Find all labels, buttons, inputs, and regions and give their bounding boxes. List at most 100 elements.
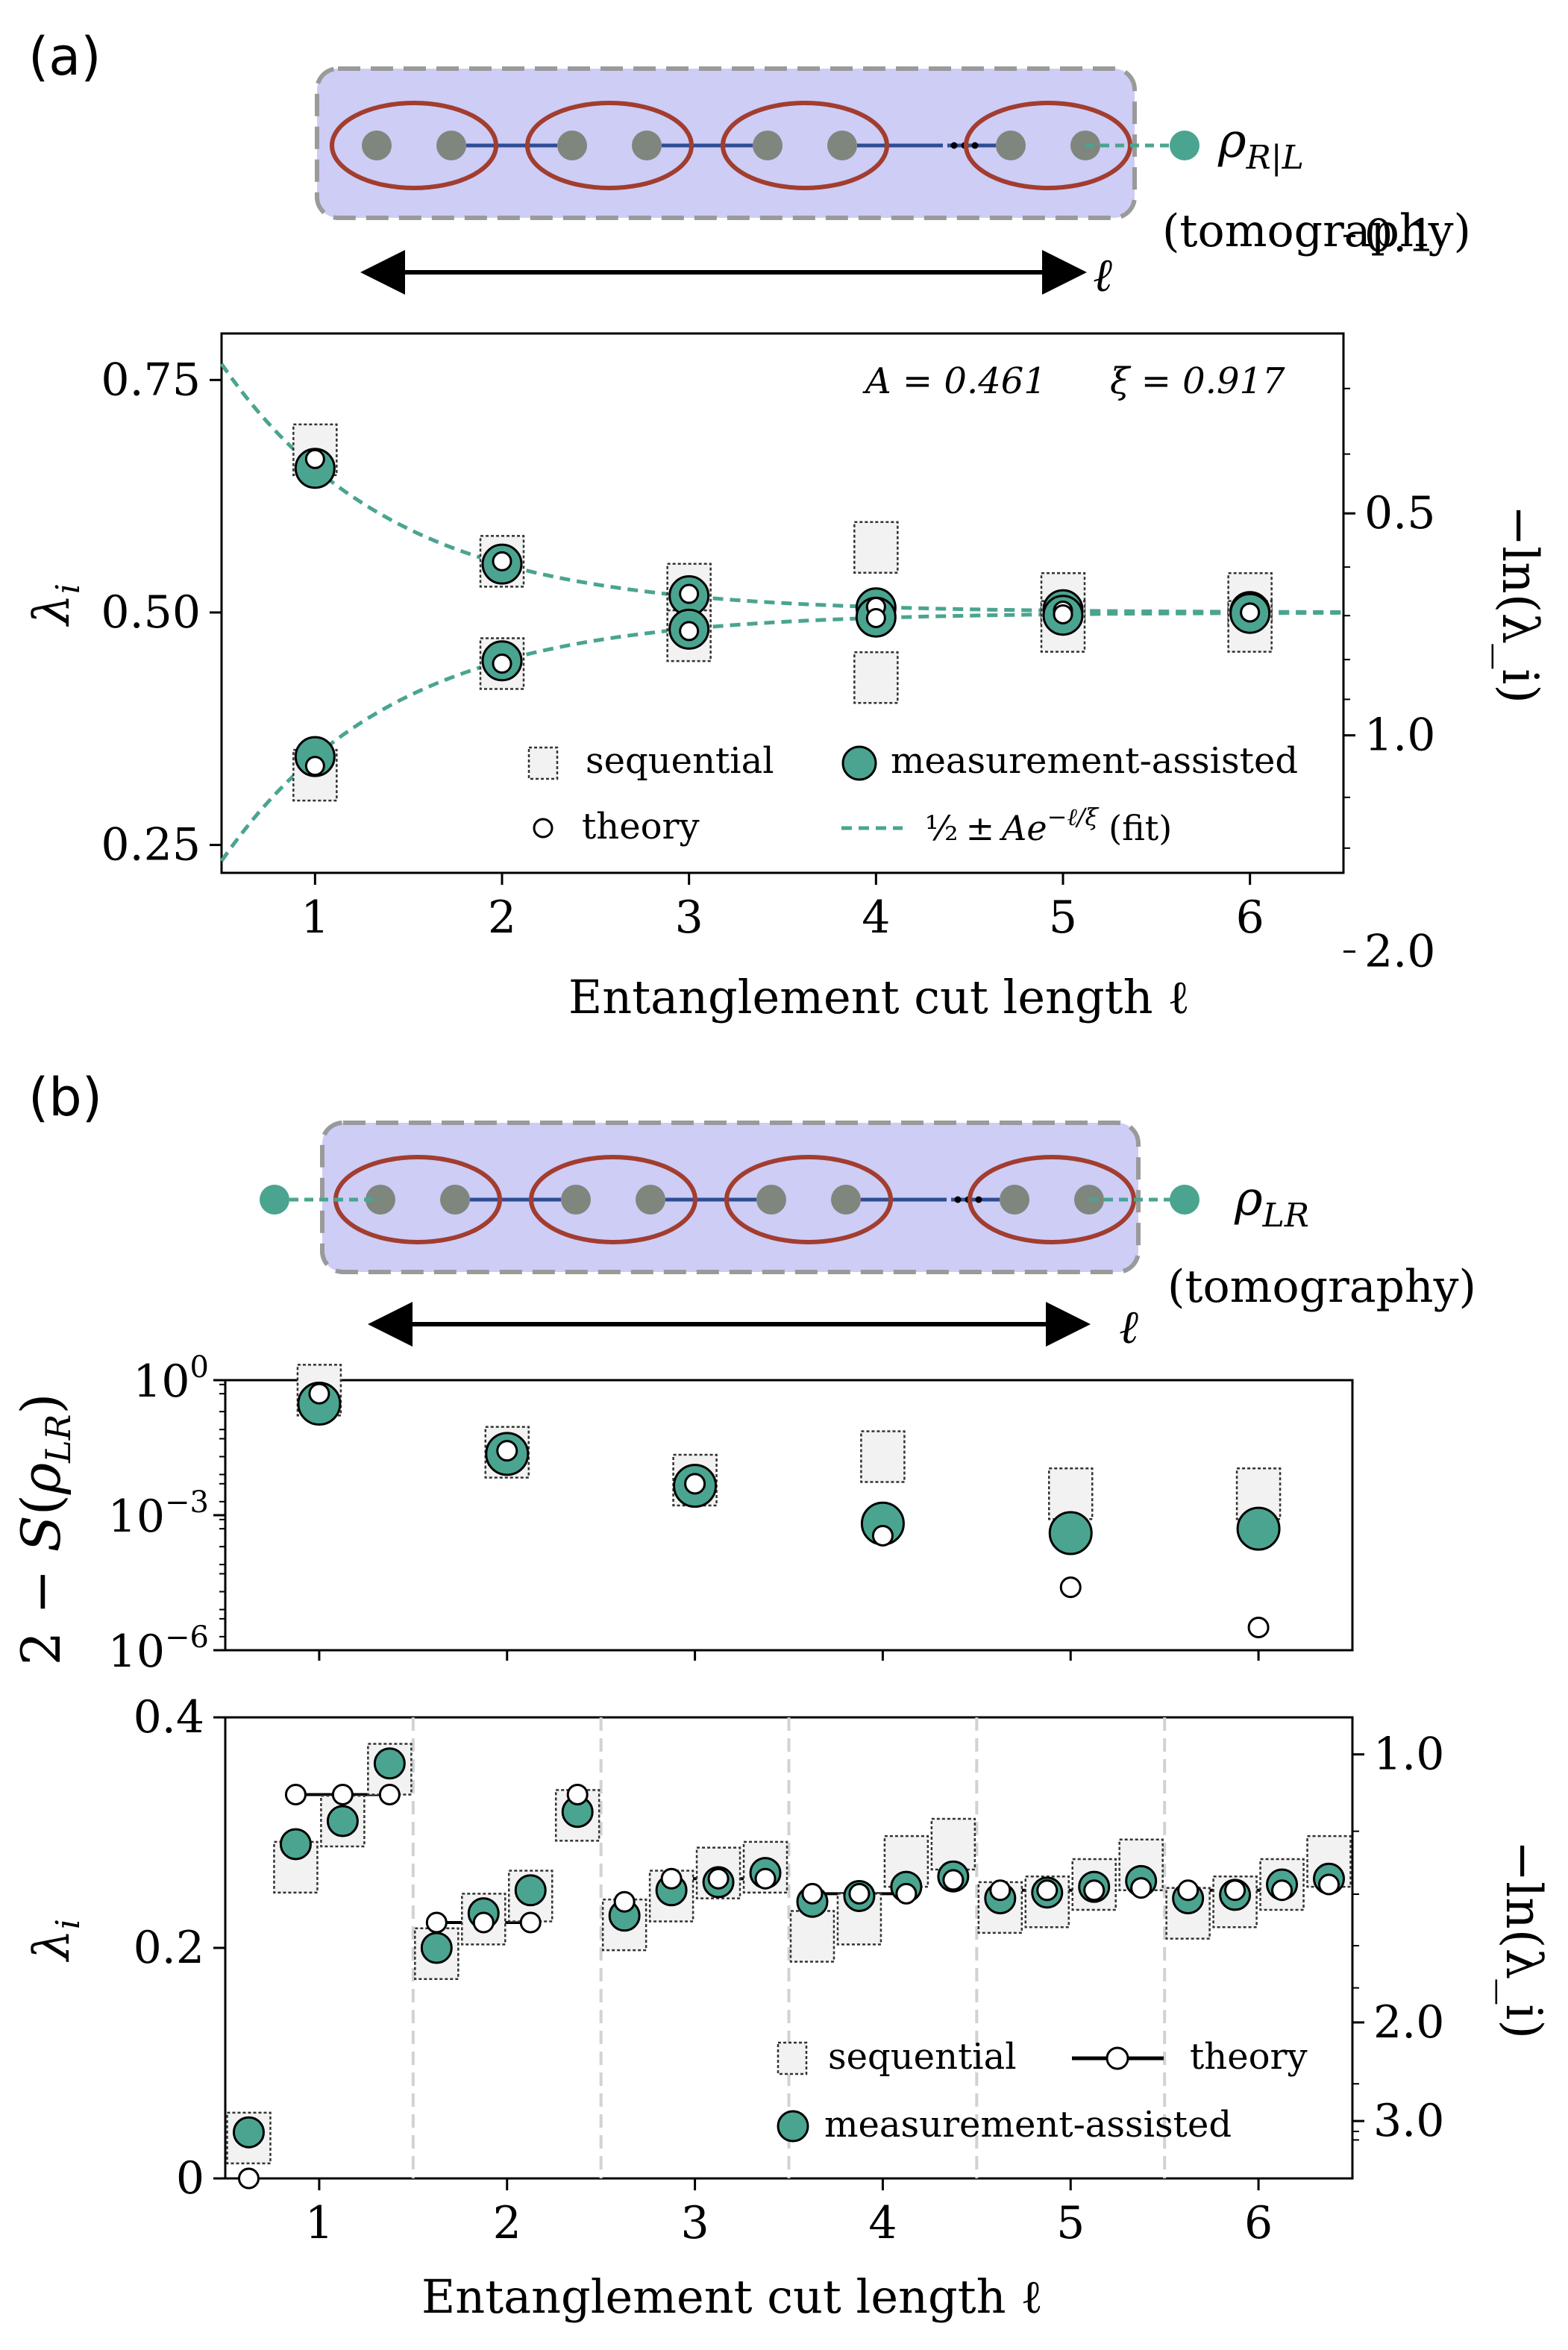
theory-point [707, 1867, 730, 1890]
theory-point [1177, 1879, 1199, 1902]
legend-b-measurement-label: measurement-assisted [824, 2104, 1232, 2146]
chart-b-top-marks [296, 1364, 1282, 1639]
theory-point [492, 654, 512, 674]
legend-b-theory-label: theory [1190, 2036, 1308, 2078]
theory-point [496, 1440, 518, 1462]
theory-point [237, 2167, 260, 2190]
legend-b-theory-swatch [1106, 2046, 1129, 2070]
dimer-oval [724, 1155, 893, 1244]
right-tick-label: 2.0 [1373, 1996, 1444, 2049]
measurement-point [514, 1874, 547, 1907]
y-tick-label: 100 [133, 1350, 209, 1408]
x-tick-label: 6 [1236, 892, 1264, 944]
dimer-oval [525, 101, 694, 190]
theory-point [895, 1882, 918, 1905]
legend-a-fit-label: ½ ± Ae−ℓ/ξ (fit) [925, 803, 1172, 848]
x-tick-label: 4 [868, 2197, 897, 2249]
y-tick-label: 0.50 [101, 586, 201, 639]
legend-a-measurement-label: measurement-assisted [891, 740, 1298, 782]
legend-b-sequential-swatch [777, 2041, 808, 2075]
chart-a-xlabel: Entanglement cut length ℓ [568, 970, 1190, 1024]
right-tick-label: 3.0 [1373, 2095, 1444, 2147]
annotation-a: A = 0.461 [862, 360, 1047, 402]
dimer-oval [529, 1155, 697, 1244]
qubit-node [636, 1185, 665, 1215]
right-tick-label: 0.1 [1364, 210, 1435, 262]
fit-curve [219, 610, 1344, 862]
ellipsis-dot [950, 142, 958, 149]
theory-point [865, 607, 886, 628]
legend-a-theory-label: theory [582, 806, 700, 847]
tomography-b-label: (tomography) [1167, 1261, 1476, 1313]
theory-point [519, 1911, 542, 1934]
measurement-point [1048, 1511, 1093, 1555]
chain-a [330, 101, 1199, 190]
rho-rl-label: ρR|L [1217, 113, 1304, 177]
theory-point [660, 1867, 683, 1890]
y-tick-base: 10 [108, 1491, 165, 1543]
y-tick-label: 0.4 [134, 1691, 204, 1743]
y-tick-label: 10−6 [108, 1620, 209, 1678]
chart-a-ylabel-right: −ln(λ_i) [1491, 505, 1549, 704]
theory-point [684, 1473, 706, 1495]
theory-point [378, 1784, 401, 1806]
ellipsis-dot [971, 142, 979, 149]
x-tick-label: 1 [305, 2197, 333, 2249]
theory-point [425, 1911, 448, 1934]
right-tick-label: 1.0 [1373, 1729, 1444, 1781]
schematic-b-box [320, 1121, 1141, 1274]
qubit-node [1000, 1185, 1029, 1215]
measurement-point [1236, 1506, 1281, 1551]
y-tick-label: 10−3 [108, 1485, 209, 1543]
y-tick-base: 10 [133, 1356, 189, 1408]
theory-point [331, 1784, 354, 1806]
chart-a-ylabel: λi [23, 583, 87, 627]
theory-point [472, 1911, 495, 1934]
theory-point [1271, 1879, 1293, 1902]
theory-point [801, 1882, 824, 1905]
right-tick-label: 0.5 [1364, 487, 1435, 539]
qubit-node [362, 131, 392, 160]
chart-a-marks [292, 423, 1273, 802]
panel-b-schematic: (b) ρLR (tomography) ℓ [28, 1067, 1476, 1354]
theory-point [679, 583, 700, 604]
qubit-node [557, 131, 587, 160]
qubit-node [440, 1185, 470, 1215]
theory-point [1224, 1879, 1246, 1902]
legend-a-sequential-swatch [527, 746, 559, 780]
chart-a-axes: 1 2 3 4 5 6 0.25 0.50 0.75 0.1 0.5 1.0 2.0 [101, 210, 1435, 977]
y-tick-label: 0.2 [134, 1922, 204, 1974]
x-tick-label: 5 [1056, 2197, 1085, 2249]
x-tick-label: 2 [493, 2197, 521, 2249]
theory-point [754, 1867, 777, 1890]
external-qubit [1170, 131, 1199, 160]
qubit-node [996, 131, 1026, 160]
right-tick-label: 1.0 [1364, 709, 1435, 762]
chart-b-top-frame [224, 1379, 1354, 1652]
y-tick-exp: 0 [190, 1350, 209, 1385]
schematic-a-box [315, 66, 1137, 220]
theory-point [284, 1784, 307, 1806]
theory-point [942, 1869, 965, 1891]
qubit-node [632, 131, 662, 160]
legend-a-measurement-swatch [841, 745, 877, 781]
external-qubit [1170, 1185, 1199, 1215]
legend-a-sequential-label: sequential [586, 740, 774, 782]
chart-b-bottom-ylabel: λi [23, 1919, 87, 1963]
x-tick-label: 3 [675, 892, 703, 944]
x-tick-label: 1 [301, 892, 329, 944]
chart-a-legend: sequential measurement-assisted theory ½… [527, 740, 1298, 848]
ell-a-label: ℓ [1093, 248, 1112, 302]
sequential-point [853, 651, 899, 704]
theory-point [1059, 1576, 1082, 1599]
rho-lr-label: ρLR [1234, 1171, 1309, 1235]
measurement-point [232, 2116, 265, 2149]
theory-point [989, 1879, 1012, 1902]
sequential-point [853, 521, 899, 574]
y-tick-base: 10 [108, 1626, 165, 1678]
dimer-oval [721, 101, 889, 190]
ell-b-label: ℓ [1119, 1300, 1138, 1354]
